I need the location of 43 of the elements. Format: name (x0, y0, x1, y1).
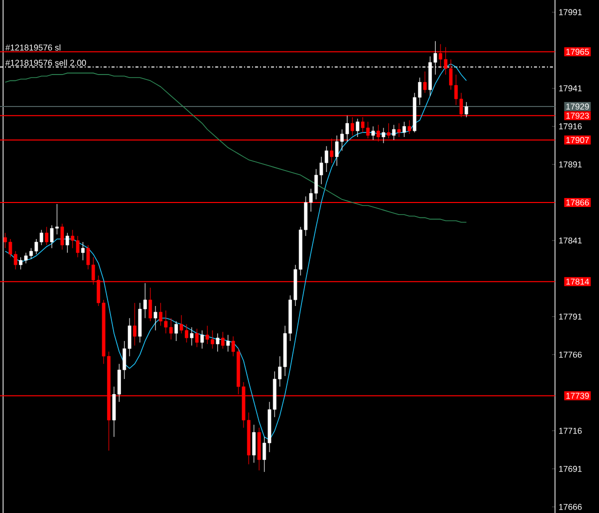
candlestick (423, 71, 427, 94)
candlestick (190, 326, 194, 346)
candlestick (397, 122, 401, 138)
candlestick (371, 126, 375, 140)
ref-line-label: 17814 (566, 278, 590, 285)
candlestick (148, 287, 152, 322)
candlestick (174, 320, 178, 342)
y-tick-label: 17916 (559, 123, 582, 130)
candlestick (66, 232, 70, 253)
candlestick (382, 128, 386, 144)
y-tick-label: 17891 (559, 161, 582, 168)
candlestick (221, 332, 225, 349)
y-tick-label: 17716 (559, 428, 582, 434)
candlestick (60, 223, 64, 250)
y-tick-label: 17841 (559, 238, 582, 244)
candlestick (226, 334, 230, 352)
candlestick (81, 242, 85, 261)
candlestick (356, 118, 360, 138)
candlestick (195, 328, 199, 348)
ref-line-label: 17907 (566, 137, 589, 144)
annotation: #121819576 sl (5, 44, 60, 51)
ref-line-label: 17866 (566, 199, 589, 206)
candlestick (154, 306, 158, 331)
candlestick (392, 124, 396, 140)
candlestick (464, 102, 468, 118)
candlestick (402, 121, 406, 138)
y-tick-label: 17666 (559, 504, 582, 510)
y-tick-label: 17691 (559, 466, 582, 472)
ref-line-label: 17929 (566, 104, 589, 110)
candlestick (200, 330, 204, 349)
y-tick-label: 17766 (559, 352, 582, 358)
candlestick (44, 226, 48, 246)
ref-line-label: #121819576 sell 2.00 (5, 60, 86, 66)
candlestick (252, 424, 256, 464)
y-tick-label: 17991 (559, 9, 582, 16)
candlestick (216, 333, 220, 352)
ref-line-label: 17965 (566, 48, 589, 55)
ref-line-label: 17739 (566, 392, 589, 399)
y-tick-label: 17941 (559, 85, 582, 92)
candlestick (133, 302, 136, 346)
ref-line-label: 17923 (566, 112, 589, 119)
y-tick-label: 17791 (559, 314, 582, 320)
candlestick (408, 120, 412, 134)
